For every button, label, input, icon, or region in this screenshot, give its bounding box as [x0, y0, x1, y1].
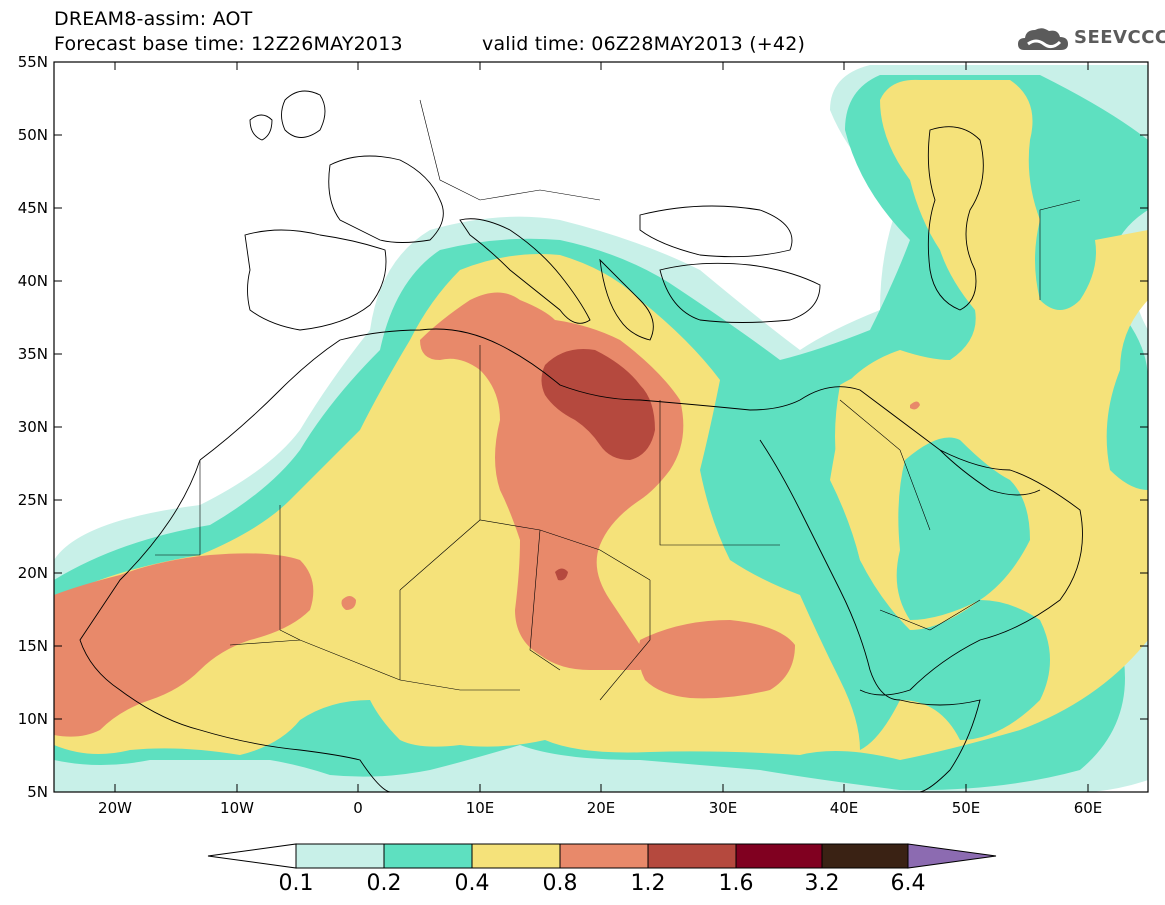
coast-greece [599, 258, 654, 341]
colorbar-swatch-4 [559, 843, 649, 869]
lon-label: 60E [1073, 799, 1103, 817]
colorbar-swatch-3 [471, 843, 561, 869]
lon-ticks [114, 62, 1089, 792]
colorbar-label: 0.1 [278, 871, 314, 896]
border-9 [839, 399, 931, 531]
lon-label: 10W [220, 799, 254, 817]
coast-ireland [249, 114, 273, 141]
forecast-base-time: Forecast base time: 12Z26MAY2013 [54, 33, 403, 55]
aot-band-0.4-oman [1016, 460, 1104, 610]
colorbar-swatch-2 [383, 843, 473, 869]
lon-label: 20E [586, 799, 616, 817]
coast-britain [281, 90, 326, 138]
lat-label: 55N [17, 53, 48, 71]
border-6 [659, 400, 780, 546]
border-5 [599, 580, 651, 701]
seevccc-logo: SEEVCCC [1016, 22, 1165, 56]
colorbar-swatch-6 [735, 843, 823, 869]
lat-label: 10N [17, 710, 48, 728]
lon-label: 10E [465, 799, 495, 817]
colorbar-label: 3.2 [804, 871, 840, 896]
coast-redsea [759, 439, 901, 701]
lon-label: 20W [98, 799, 132, 817]
coast-caspian [927, 126, 984, 311]
border-13 [879, 599, 981, 631]
colorbar-label: 1.2 [630, 871, 666, 896]
lon-label: 50E [951, 799, 981, 817]
lat-label: 30N [17, 418, 48, 436]
lat-label: 5N [27, 783, 48, 801]
colorbar-label: 0.2 [366, 871, 402, 896]
lat-label: 20N [17, 564, 48, 582]
coast-wafrica [79, 459, 391, 792]
border-11 [229, 639, 520, 691]
border-2 [155, 460, 201, 556]
lon-label: 0 [353, 799, 363, 817]
lat-label: 35N [17, 345, 48, 363]
colorbar-label: 1.6 [718, 871, 754, 896]
coast-turkey [659, 262, 821, 323]
coast-arabia [799, 386, 1083, 696]
border-10 [1039, 199, 1081, 300]
aot-band-0.8-spot2 [910, 401, 920, 410]
colorbar-swatch-7 [821, 843, 909, 869]
colorbar-swatch-5 [647, 843, 737, 869]
aot-band-0.8-westafrica [54, 553, 314, 737]
aot-band-0.2-arabia [896, 437, 1030, 620]
aot-band-1.2-libya [541, 349, 655, 460]
aot-contours [54, 65, 1148, 792]
cloud-logo-icon [1018, 28, 1068, 50]
coast-hornafrica [899, 699, 981, 792]
aot-band-0.8-sudan [638, 620, 795, 699]
colorbar-swatch-1 [295, 843, 385, 869]
coast-france [328, 155, 444, 243]
lat-label: 25N [17, 491, 48, 509]
border-12 [419, 99, 601, 201]
valid-time: valid time: 06Z28MAY2013 (+42) [482, 33, 806, 55]
coast-blacksea [639, 205, 793, 258]
aot-band-0.8-spot1 [341, 596, 356, 610]
colorbar [207, 843, 997, 869]
coastlines [79, 90, 1083, 792]
coast-iberia [244, 229, 387, 331]
lat-label: 50N [17, 126, 48, 144]
border-1 [279, 505, 301, 641]
country-borders [155, 99, 1081, 701]
logo-text: SEEVCCC [1074, 27, 1165, 48]
lon-label: 40E [829, 799, 859, 817]
colorbar-over-arrow [907, 843, 997, 869]
coast-nafrica [199, 328, 801, 461]
aot-band-1.2-chad [555, 568, 568, 581]
coast-italy [459, 218, 591, 324]
coast-gulf [939, 449, 1041, 496]
colorbar-under-arrow [207, 843, 297, 869]
lat-label: 45N [17, 199, 48, 217]
lat-label: 15N [17, 637, 48, 655]
lon-label: 30E [708, 799, 738, 817]
colorbar-label: 0.8 [542, 871, 578, 896]
lat-label: 40N [17, 272, 48, 290]
border-7 [529, 529, 561, 671]
colorbar-label: 0.4 [454, 871, 490, 896]
map-title: DREAM8-assim: AOT [54, 8, 253, 30]
colorbar-label: 6.4 [890, 871, 926, 896]
lat-ticks [54, 61, 1148, 793]
